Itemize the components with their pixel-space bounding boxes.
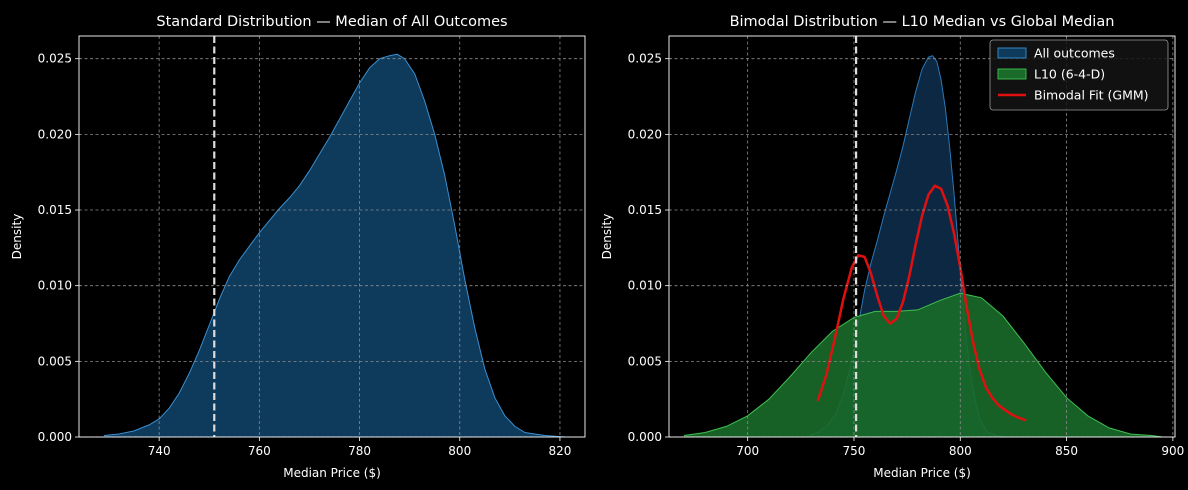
y-tick-label: 0.020 xyxy=(38,127,72,141)
legend-l10-6-4-d-label: L10 (6-4-D) xyxy=(1034,67,1105,82)
chart-title: Standard Distribution — Median of All Ou… xyxy=(156,14,507,30)
x-tick-label: 750 xyxy=(843,444,866,458)
x-tick-label: 740 xyxy=(148,444,171,458)
y-axis-label: Density xyxy=(10,214,24,260)
x-tick-label: 700 xyxy=(736,444,759,458)
axes-frame xyxy=(78,35,586,438)
x-tick-label: 850 xyxy=(1055,444,1078,458)
y-tick-label: 0.010 xyxy=(38,279,72,293)
x-tick-label: 820 xyxy=(548,444,571,458)
legend-bimodal-fit-gmm-label: Bimodal Fit (GMM) xyxy=(1034,88,1149,103)
y-tick-label: 0.000 xyxy=(628,430,662,444)
series-1-outline xyxy=(103,53,566,438)
x-tick-label: 760 xyxy=(248,444,271,458)
axes-frame xyxy=(668,35,1176,438)
y-tick-label: 0.015 xyxy=(38,203,72,217)
y-tick-label: 0.025 xyxy=(38,52,72,66)
x-axis-label: Median Price ($) xyxy=(873,466,971,480)
series-l10-6-4-d-outline xyxy=(683,292,1163,438)
legend-box xyxy=(989,39,1169,111)
chart-title: Bimodal Distribution — L10 Median vs Glo… xyxy=(730,14,1115,30)
y-tick-label: 0.005 xyxy=(38,354,72,368)
series-1-area xyxy=(104,54,565,437)
series-l10-6-4-d-area xyxy=(683,293,1163,437)
y-tick-label: 0.025 xyxy=(628,52,662,66)
chart-panel-1: 740 760 780 800 820 0.000 0.005 0.010 0.015 0.020… xyxy=(10,14,586,480)
legend: All outcomes L10 (6-4-D) Bimodal Fit (GMM) xyxy=(989,39,1169,111)
x-tick-label: 900 xyxy=(1161,444,1184,458)
y-tick-label: 0.010 xyxy=(628,279,662,293)
series-bimodal-fit-gmm-line xyxy=(816,184,1027,422)
y-tick-label: 0.000 xyxy=(38,430,72,444)
y-axis-label: Density xyxy=(600,214,614,260)
legend-l10-6-4-d-swatch xyxy=(997,68,1027,80)
legend-all-outcomes-label: All outcomes xyxy=(1034,46,1115,61)
y-tick-label: 0.015 xyxy=(628,203,662,217)
y-tick-label: 0.005 xyxy=(628,354,662,368)
x-tick-label: 800 xyxy=(949,444,972,458)
legend-all-outcomes-swatch xyxy=(997,47,1027,59)
chart-panel-2: 700 750 800 850 900 0.000 0.005 0.010 0.015 0.020… xyxy=(600,14,1184,480)
y-tick-label: 0.020 xyxy=(628,127,662,141)
x-tick-label: 800 xyxy=(448,444,471,458)
x-axis-label: Median Price ($) xyxy=(283,466,381,480)
x-tick-label: 780 xyxy=(348,444,371,458)
